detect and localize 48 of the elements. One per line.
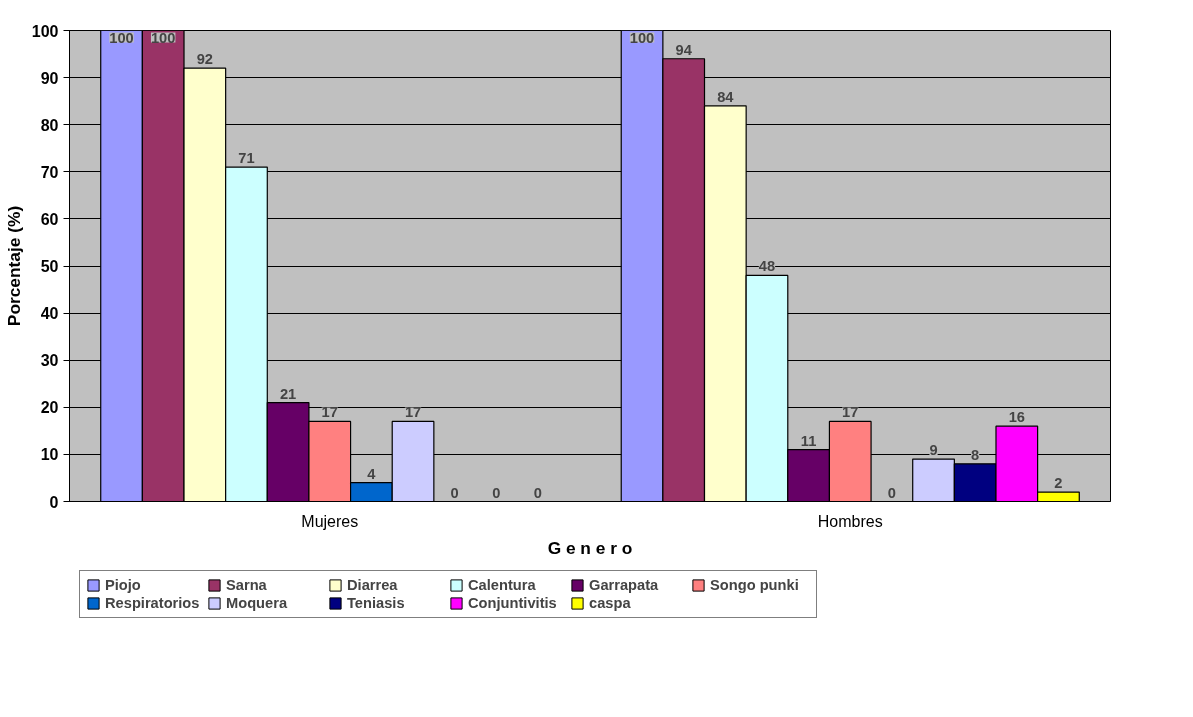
data-label: 4 [367, 465, 377, 482]
data-label: 0 [492, 484, 501, 501]
legend-label: caspa [589, 595, 632, 611]
data-label: 17 [842, 404, 859, 421]
data-label: 100 [150, 29, 176, 46]
data-label: 9 [929, 442, 938, 459]
legend-label: Teniasis [347, 595, 406, 611]
x-axis-title: G e n e r o [547, 537, 633, 558]
data-label: 16 [1008, 409, 1025, 426]
data-label: 84 [717, 88, 735, 105]
legend-label: Songo punki [710, 577, 800, 593]
y-tick-label: 100 [31, 22, 59, 40]
data-label: 100 [629, 29, 655, 46]
data-label: 17 [404, 404, 422, 421]
data-label: 0 [887, 484, 896, 501]
legend-label: Piojo [105, 577, 142, 593]
legend-label: Calentura [468, 577, 537, 593]
y-tick-label: 90 [40, 69, 59, 87]
y-tick-label: 10 [40, 446, 59, 464]
y-tick-label: 30 [40, 352, 59, 370]
y-tick-label: 40 [40, 305, 59, 323]
legend-label: Diarrea [347, 577, 399, 593]
y-tick-label: 60 [40, 210, 59, 228]
data-label: 0 [533, 484, 543, 501]
legend-label: Sarna [226, 577, 268, 593]
data-label: 8 [971, 446, 980, 463]
data-label: 48 [758, 258, 776, 275]
data-label: 71 [238, 150, 255, 167]
data-label: 100 [109, 29, 134, 46]
y-tick-label: 80 [40, 116, 59, 134]
legend-label: Respiratorios [105, 595, 201, 611]
x-tick-label: Hombres [817, 512, 883, 530]
x-tick-label: Mujeres [301, 512, 359, 530]
data-label: 92 [196, 51, 213, 68]
legend-label: Moquera [226, 595, 289, 611]
y-tick-label: 20 [40, 399, 59, 417]
data-label: 94 [675, 41, 693, 58]
data-label: 17 [321, 404, 338, 421]
data-label: 11 [800, 432, 817, 449]
y-tick-label: 0 [49, 493, 59, 511]
data-label: 0 [450, 484, 459, 501]
y-tick-label: 50 [40, 258, 59, 275]
data-label: 2 [1054, 475, 1063, 492]
legend-label: Garrapata [589, 577, 660, 593]
y-axis-title: Porcentaje (%) [3, 205, 24, 327]
data-label: 21 [279, 385, 297, 402]
legend-label: Conjuntivitis [468, 595, 558, 611]
y-tick-label: 70 [40, 163, 59, 181]
